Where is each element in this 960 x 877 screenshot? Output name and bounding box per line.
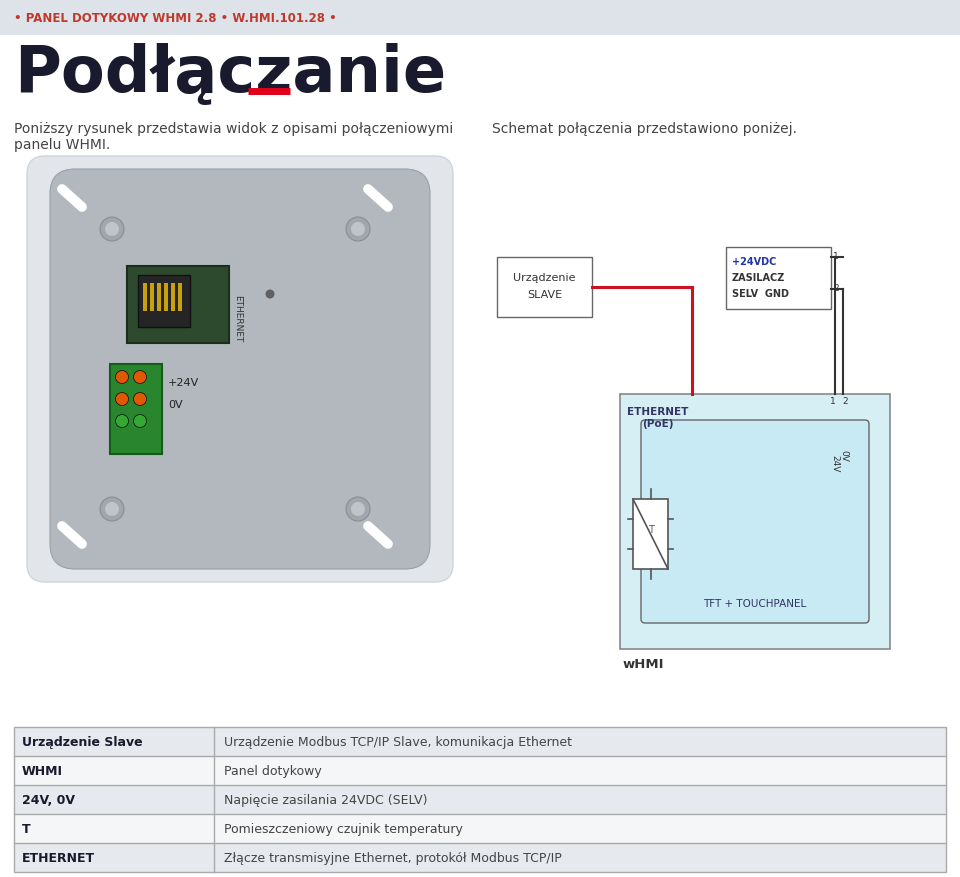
Text: SLAVE: SLAVE (527, 289, 562, 300)
FancyBboxPatch shape (641, 420, 869, 624)
Bar (14, 814, 946, 843)
Circle shape (346, 497, 370, 522)
Text: panelu WHMI.: panelu WHMI. (14, 138, 110, 152)
FancyBboxPatch shape (127, 267, 229, 344)
Circle shape (115, 415, 129, 428)
Circle shape (115, 371, 129, 384)
Circle shape (100, 217, 124, 242)
Text: +24V: +24V (168, 378, 200, 388)
Circle shape (105, 223, 119, 237)
Text: +24VDC: +24VDC (732, 257, 777, 267)
Circle shape (105, 503, 119, 517)
Bar (143, 283, 147, 311)
Circle shape (133, 415, 147, 428)
Bar (0, 0, 960, 36)
Text: 1: 1 (833, 252, 839, 260)
Circle shape (133, 371, 147, 384)
Text: SELV  GND: SELV GND (732, 289, 789, 299)
Text: T: T (648, 524, 654, 534)
Text: Urządzenie Slave: Urządzenie Slave (22, 735, 143, 748)
Text: 1: 1 (830, 396, 836, 405)
Text: 0V: 0V (839, 450, 849, 461)
Bar (150, 283, 154, 311)
Bar (14, 727, 946, 872)
Text: • PANEL DOTYKOWY WHMI 2.8 • W.HMI.101.28 •: • PANEL DOTYKOWY WHMI 2.8 • W.HMI.101.28… (14, 11, 337, 25)
Text: ETHERNET: ETHERNET (22, 851, 95, 864)
Text: (PoE): (PoE) (642, 418, 674, 429)
Text: wHMI: wHMI (623, 657, 664, 670)
Text: Urządzenie Modbus TCP/IP Slave, komunikacja Ethernet: Urządzenie Modbus TCP/IP Slave, komunika… (224, 735, 572, 748)
Text: Urządzenie: Urządzenie (514, 273, 576, 282)
Text: Złącze transmisyjne Ethernet, protokół Modbus TCP/IP: Złącze transmisyjne Ethernet, protokół M… (224, 851, 562, 864)
Text: Schemat połączenia przedstawiono poniżej.: Schemat połączenia przedstawiono poniżej… (492, 122, 797, 136)
Bar (164, 283, 168, 311)
Text: Napięcie zasilania 24VDC (SELV): Napięcie zasilania 24VDC (SELV) (224, 793, 427, 806)
Text: 24V, 0V: 24V, 0V (22, 793, 75, 806)
Circle shape (100, 497, 124, 522)
Text: ETHERNET: ETHERNET (233, 295, 242, 342)
Text: 2: 2 (842, 396, 848, 405)
Bar (497, 258, 592, 317)
Circle shape (351, 223, 365, 237)
FancyBboxPatch shape (50, 170, 430, 569)
Text: 0V: 0V (168, 400, 182, 410)
FancyBboxPatch shape (27, 157, 453, 582)
Bar (14, 727, 946, 756)
Text: ETHERNET: ETHERNET (627, 407, 688, 417)
Circle shape (266, 290, 275, 299)
Bar (171, 283, 175, 311)
Text: T: T (22, 822, 31, 835)
Text: Panel dotykowy: Panel dotykowy (224, 764, 322, 777)
Circle shape (346, 217, 370, 242)
Bar (633, 499, 668, 569)
Circle shape (351, 503, 365, 517)
Text: Poniższy rysunek przedstawia widok z opisami połączeniowymi: Poniższy rysunek przedstawia widok z opi… (14, 122, 453, 136)
Bar (110, 365, 162, 454)
Bar (620, 395, 890, 649)
Circle shape (133, 393, 147, 406)
Bar (14, 785, 946, 814)
Bar (178, 283, 182, 311)
Bar (14, 756, 946, 785)
Bar (157, 283, 161, 311)
Text: 24V: 24V (830, 454, 839, 472)
Text: ZASILACZ: ZASILACZ (732, 273, 785, 282)
FancyBboxPatch shape (138, 275, 190, 328)
Text: Podłączanie: Podłączanie (14, 43, 446, 105)
Text: WHMI: WHMI (22, 764, 63, 777)
Text: Pomieszczeniowy czujnik temperatury: Pomieszczeniowy czujnik temperatury (224, 822, 463, 835)
Bar (726, 247, 831, 310)
Circle shape (115, 393, 129, 406)
Bar (14, 843, 946, 872)
Text: 2: 2 (833, 283, 839, 293)
Text: TFT + TOUCHPANEL: TFT + TOUCHPANEL (704, 598, 806, 609)
